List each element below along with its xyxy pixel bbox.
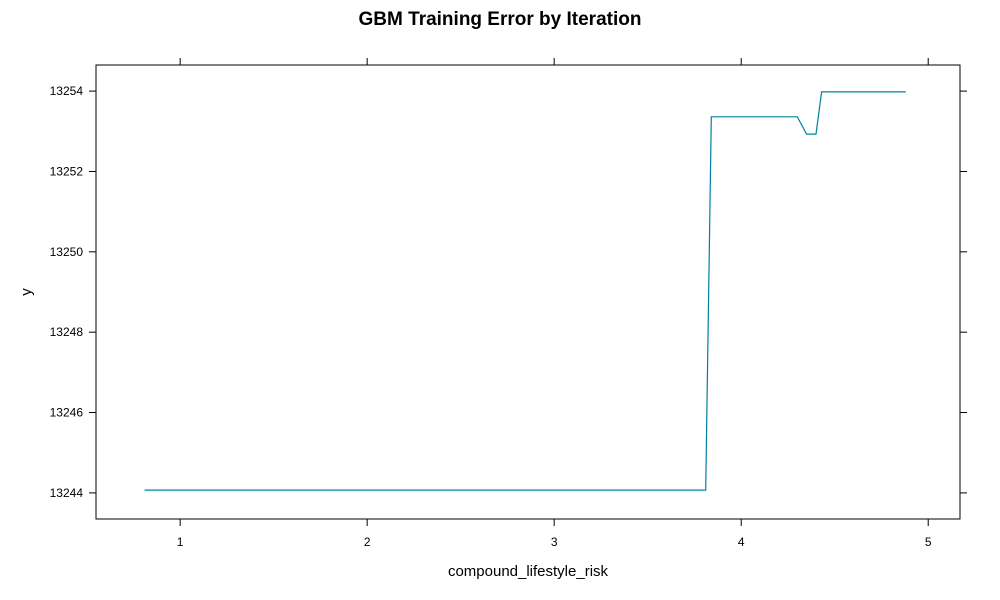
x-axis-label: compound_lifestyle_risk — [448, 563, 609, 580]
chart-title: GBM Training Error by Iteration — [359, 9, 642, 30]
series-line — [144, 91, 906, 491]
x-tick-label: 1 — [177, 535, 184, 549]
y-tick-label: 13254 — [50, 84, 84, 98]
x-tick-label: 2 — [364, 535, 371, 549]
y-tick-label: 13248 — [50, 325, 84, 339]
y-axis-label: y — [18, 288, 35, 296]
y-tick-label: 13244 — [50, 486, 84, 500]
y-tick-label: 13250 — [50, 245, 84, 259]
y-tick-label: 13246 — [50, 406, 84, 420]
x-tick-label: 4 — [738, 535, 745, 549]
plot-frame — [95, 64, 961, 520]
y-tick-label: 13252 — [50, 164, 84, 178]
axis-ticks: 1 2 3 4 5 13244 13246 13248 13250 13252 13254 — [50, 58, 967, 549]
series-group — [144, 91, 906, 491]
x-tick-label: 3 — [551, 535, 558, 549]
x-tick-label: 5 — [925, 535, 932, 549]
